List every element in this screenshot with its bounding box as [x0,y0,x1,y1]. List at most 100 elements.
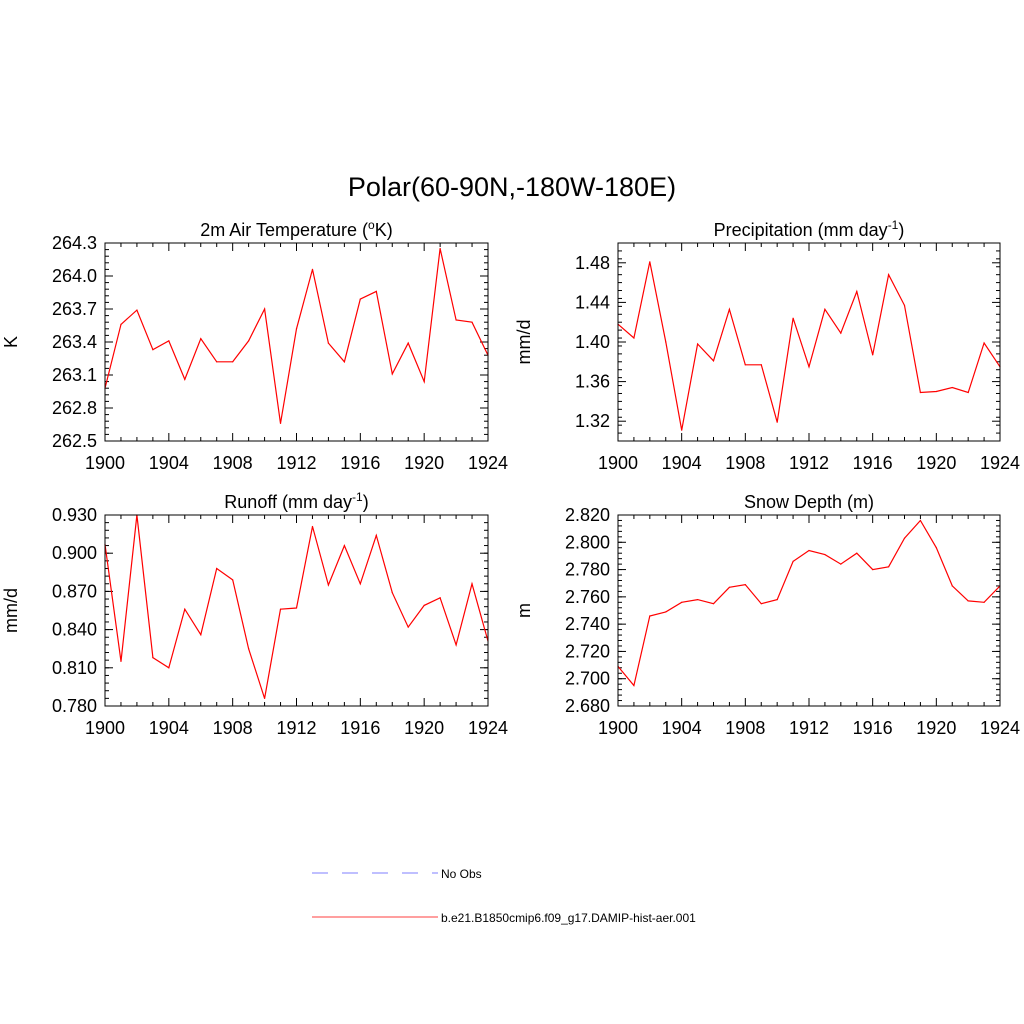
x-tick-label: 1920 [404,453,444,473]
y-tick-label: 0.930 [52,505,97,525]
data-point [919,391,922,394]
data-point [824,553,826,556]
panel-precipitation: Precipitation (mm day-1) mm/d 1900 1904 1908… [514,218,1020,473]
data-point [983,342,985,344]
legend: No Obs b.e21.B1850cmip6.f09_g17.DAMIP-his… [312,867,696,925]
data-point [887,566,890,568]
data-point [744,364,746,366]
data-point [696,343,699,345]
series-points [104,247,489,424]
x-tick-label: 1924 [980,718,1020,738]
data-point [856,552,858,554]
data-point [696,598,699,601]
data-point [808,366,810,368]
data-point [935,547,937,549]
data-point [840,563,842,565]
data-point [359,298,361,300]
plot-frame [617,514,1001,707]
data-point [856,290,858,293]
panel-title: Precipitation (mm day-1) [714,218,905,240]
data-point [248,340,250,342]
data-point [776,421,778,423]
legend-label: No Obs [441,867,482,881]
panel-title: Snow Depth (m) [744,492,874,512]
data-point [152,349,154,351]
panel-runoff: Runoff (mm day-1) mm/d 1900 1904 1908 1912 191… [1,490,508,738]
data-point [633,684,635,687]
x-tick-label: 1900 [598,453,638,473]
y-tick-label: 2.780 [565,560,610,580]
plot-frame [104,242,489,442]
panel-title: Runoff (mm day-1) [224,490,368,512]
data-point [391,373,393,375]
y-tick-label: 2.720 [565,641,610,661]
data-point [263,308,266,310]
data-point [649,261,651,263]
series-points [617,261,1001,431]
data-point [295,607,298,609]
x-tick-label: 1900 [85,453,125,473]
series-points [617,519,1001,687]
x-tick-label: 1900 [598,718,638,738]
data-point [120,323,122,325]
data-point [423,604,425,607]
y-tick-label: 263.1 [52,365,97,385]
y-tick-label: 2.680 [565,696,610,716]
data-point [808,549,810,552]
y-tick-label: 0.810 [52,658,97,678]
x-tick-label: 1908 [725,453,765,473]
panels-group: 2m Air Temperature (oK) K 1900 1904 1908 1912… [1,218,1020,738]
data-point [792,317,794,319]
x-tick-label: 1920 [916,718,956,738]
y-tick-label: 0.840 [52,620,97,640]
x-tick-label: 1904 [149,718,189,738]
data-point [824,308,826,310]
panel-title: 2m Air Temperature (oK) [200,218,392,240]
data-point [967,391,969,394]
x-tick-label: 1912 [789,453,829,473]
data-point [184,608,186,610]
y-tick-label: 0.900 [52,543,97,563]
data-point [471,321,473,323]
data-point [840,332,842,334]
data-point [728,586,731,588]
data-point [681,601,683,603]
y-tick-label: 0.780 [52,696,97,716]
data-point [439,597,441,599]
x-tick-label: 1916 [853,718,893,738]
data-point [120,660,122,663]
data-point [423,381,425,383]
data-point [967,600,969,602]
data-point [712,603,715,605]
data-point [681,429,683,431]
data-point [200,338,202,340]
y-axis-label: K [1,336,21,348]
data-point [232,579,234,581]
x-tick-label: 1904 [149,453,189,473]
y-tick-label: 2.740 [565,614,610,634]
data-point [903,537,906,539]
data-point [407,342,409,344]
figure-title: Polar(60-90N,-180W-180E) [348,172,676,202]
data-point [712,360,715,362]
data-point [665,611,667,613]
data-point [279,422,282,424]
panel-air-temperature: 2m Air Temperature (oK) K 1900 1904 1908 1912… [1,218,508,473]
data-point [919,519,922,522]
data-point [407,626,409,628]
y-axis-label: mm/d [514,320,534,365]
x-tick-label: 1924 [468,718,508,738]
panel-snow-depth: Snow Depth (m) m 1900 1904 1908 1912 1916 1920 1… [514,492,1020,738]
data-point [760,603,762,605]
data-point [327,342,330,344]
legend-entry: b.e21.B1850cmip6.f09_g17.DAMIP-hist-aer.… [312,911,696,925]
data-point [311,525,314,528]
x-tick-label: 1916 [340,718,380,738]
data-point [343,361,345,363]
data-point [391,592,393,594]
data-point [951,585,953,587]
data-point [375,290,377,292]
x-tick-label: 1908 [725,718,765,738]
data-point [327,584,330,586]
data-point [872,568,874,571]
